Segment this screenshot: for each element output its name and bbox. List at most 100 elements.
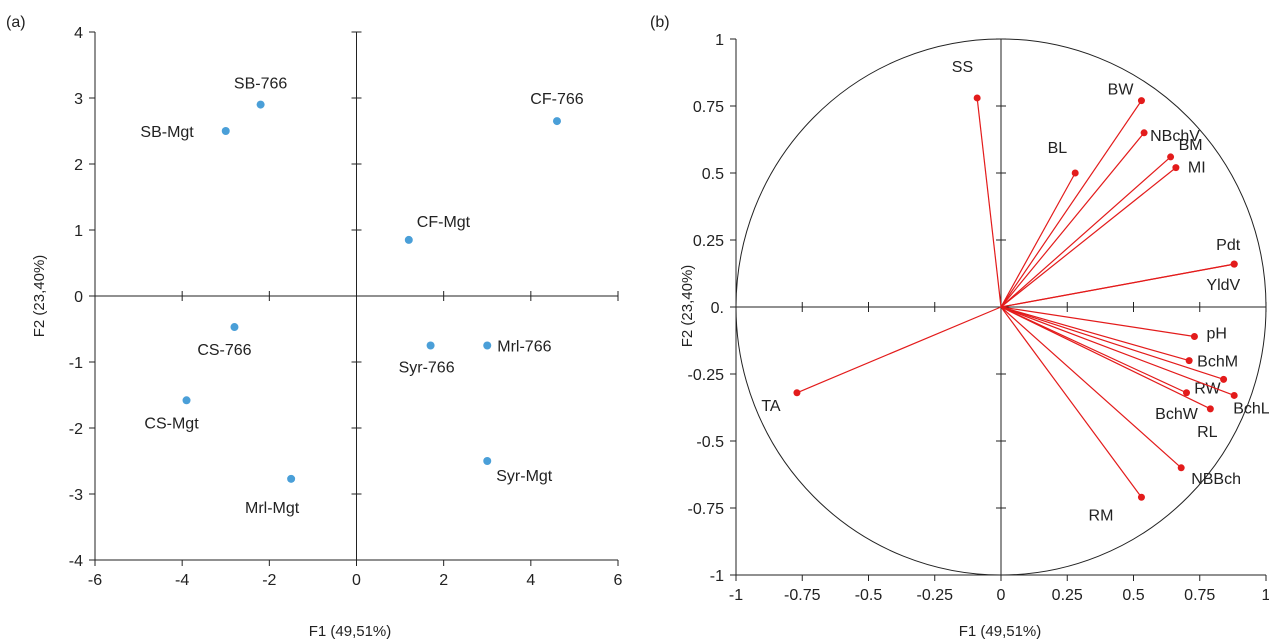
panel-a-point <box>221 127 230 135</box>
panel-b-vector-point <box>1230 391 1238 399</box>
panel-b-y-tick-label: 0.25 <box>693 233 724 250</box>
panel-b-vector-label: YldV <box>1206 277 1240 294</box>
panel-b-vector-point <box>1137 493 1145 501</box>
panel-a-point-label: CS-766 <box>197 342 251 359</box>
panel-b-vector-point <box>973 94 981 102</box>
panel-a-axes <box>89 31 619 566</box>
panel-a-point <box>230 323 239 332</box>
panel-b-vector-line <box>1000 172 1076 308</box>
panel-b-vector-label: TA <box>761 398 781 415</box>
panel-b-vector-label: NBBch <box>1191 471 1241 488</box>
panel-b-vector-point <box>1167 153 1175 161</box>
panel-a-point-label: SB-766 <box>234 76 287 93</box>
panel-b-x-tick-label: -1 <box>729 587 743 604</box>
panel-b-x-tick-label: 0 <box>997 587 1006 604</box>
panel-a-x-tick-label: -6 <box>88 572 102 589</box>
panel-b-y-tick-label: -1 <box>710 568 724 585</box>
panel-b-vector-label: BM <box>1179 137 1203 154</box>
panel-a-point-label: CF-Mgt <box>417 214 471 231</box>
panel-b-vector-line <box>1000 306 1142 498</box>
panel-b-y-tick-label: 0.5 <box>702 166 724 183</box>
panel-b-vector-label: MI <box>1188 160 1206 177</box>
panel-a-y-tick-label: -2 <box>69 421 83 438</box>
panel-a-y-tick-label: 0 <box>74 289 83 306</box>
panel-b-vector-point <box>1206 405 1214 413</box>
panel-a-label: (a) <box>6 14 26 31</box>
panel-a-x-tick-label: 0 <box>352 572 361 589</box>
panel-b-vector-point <box>1140 129 1148 137</box>
panel-b-vector-label: Pdt <box>1216 237 1241 254</box>
panel-b-vector-label: RW <box>1194 380 1221 397</box>
panel-b-y-tick-label: -0.25 <box>688 367 725 384</box>
panel-a-y-tick-label: -4 <box>69 553 83 570</box>
panel-a-x-tick-label: -4 <box>175 572 189 589</box>
panel-b-vector-label: BL <box>1048 140 1068 157</box>
panel-b-vector-line <box>796 306 1002 394</box>
panel-a-x-tick-label: -2 <box>262 572 276 589</box>
panel-b-vector-line <box>1000 306 1211 410</box>
panel-a-x-tick-label: 2 <box>439 572 448 589</box>
panel-a-y-tick-label: -3 <box>69 487 83 504</box>
panel-a-point-label: Syr-766 <box>399 360 455 377</box>
panel-a-point-label: CS-Mgt <box>144 415 199 432</box>
panel-b-vector-label: RL <box>1197 424 1218 441</box>
panel-b-tick-labels: -1 -1 -0.75 -0.75 -0.5 -0.5 -0.25 -0.25 0 0. 0.25 0… <box>688 32 1269 604</box>
panel-b-x-tick-label: 0.25 <box>1052 587 1083 604</box>
panel-b-vector-label: BchL <box>1233 400 1269 417</box>
panel-b-x-tick-label: 0.5 <box>1122 587 1144 604</box>
panel-a-point-label: Syr-Mgt <box>496 468 553 485</box>
panel-b-vector-point <box>1172 164 1180 172</box>
panel-b-vector-line <box>1000 100 1142 308</box>
panel-b-correlation-circle: (b) -1 -1 -0.75 -0.75 -0.5 -0.5 -0.25 -0.25 0 0. 0… <box>650 14 1269 639</box>
panel-a-point <box>483 457 492 465</box>
panel-b-vector-line <box>1000 306 1182 469</box>
panel-a-point <box>182 396 191 405</box>
panel-a-point <box>287 474 296 483</box>
panel-b-vector-point <box>1177 464 1185 472</box>
panel-b-y-tick-label: -0.5 <box>696 434 724 451</box>
panel-b-vector-point <box>1137 97 1145 105</box>
panel-a-tick-labels: -6 -4 -2 0 2 4 6 -4 -3 -2 -1 0 1 2 3 4 <box>69 25 623 589</box>
panel-b-y-tick-label: 0.75 <box>693 99 724 116</box>
panel-b-vector-line <box>1000 306 1195 338</box>
panel-a-x-axis-title: F1 (49,51%) <box>309 623 392 639</box>
panel-b-vector-point <box>793 389 801 397</box>
panel-b-vector-line <box>1000 167 1177 308</box>
panel-b-vector-label: BW <box>1108 82 1135 99</box>
panel-b-vector-point <box>1230 260 1238 268</box>
panel-b-vector-label: SS <box>952 59 973 76</box>
panel-b-vector-point <box>1185 357 1193 365</box>
panel-b-y-tick-label: 1 <box>715 32 724 49</box>
panel-b-vector-point <box>1183 389 1190 397</box>
panel-b-x-tick-label: -0.5 <box>855 587 883 604</box>
panel-a-point <box>552 117 561 126</box>
panel-b-x-tick-label: -0.25 <box>917 587 954 604</box>
panel-a-y-tick-label: 1 <box>74 223 83 240</box>
panel-a-point <box>404 235 413 244</box>
panel-a-point <box>483 341 492 350</box>
panel-b-label: (b) <box>650 14 670 31</box>
panel-a-x-tick-label: 6 <box>614 572 623 589</box>
panel-b-vector-label: BchM <box>1197 354 1238 371</box>
panel-a-point-label: SB-Mgt <box>140 124 194 141</box>
panel-b-x-tick-label: 1 <box>1262 587 1269 604</box>
panel-a-x-tick-label: 4 <box>526 572 535 589</box>
panel-b-y-tick-label: 0. <box>711 300 724 317</box>
panel-a-point-label: CF-766 <box>530 91 583 108</box>
panel-a-y-tick-label: 2 <box>74 157 83 174</box>
panel-b-vector-line <box>1000 156 1171 308</box>
panel-b-vector-line <box>1000 306 1190 362</box>
panel-a-y-axis-title: F2 (23,40%) <box>31 255 48 338</box>
panel-a-y-tick-label: 3 <box>74 91 83 108</box>
panel-a-y-tick-label: 4 <box>74 25 83 42</box>
panel-b-x-tick-label: -0.75 <box>784 587 821 604</box>
panel-b-y-tick-label: -0.75 <box>688 501 725 518</box>
panel-a-point-label: Mrl-Mgt <box>245 500 300 517</box>
panel-b-vector-point <box>1071 169 1079 177</box>
panel-b-vector-line <box>1000 306 1235 397</box>
panel-a-point <box>426 341 435 350</box>
panel-b-vector-label: BchW <box>1155 406 1199 423</box>
panel-a-point-label: Mrl-766 <box>497 339 551 356</box>
panel-b-vector-point <box>1220 375 1228 383</box>
